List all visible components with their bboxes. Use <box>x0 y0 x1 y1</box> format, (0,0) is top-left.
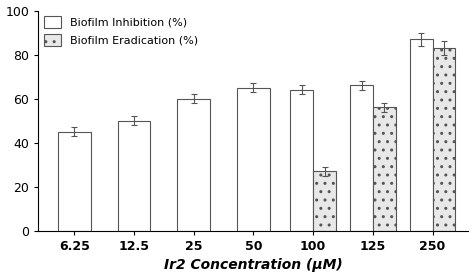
X-axis label: Ir2 Concentration (μM): Ir2 Concentration (μM) <box>164 259 343 272</box>
Bar <box>177 99 210 231</box>
Bar <box>118 121 150 231</box>
Legend: Biofilm Inhibition (%), Biofilm Eradication (%): Biofilm Inhibition (%), Biofilm Eradicat… <box>42 14 200 48</box>
Bar <box>58 132 91 231</box>
Bar <box>433 48 456 231</box>
Bar <box>373 108 396 231</box>
Bar <box>237 88 270 231</box>
Bar <box>291 90 313 231</box>
Bar <box>350 85 373 231</box>
Bar <box>313 171 336 231</box>
Bar <box>410 39 433 231</box>
